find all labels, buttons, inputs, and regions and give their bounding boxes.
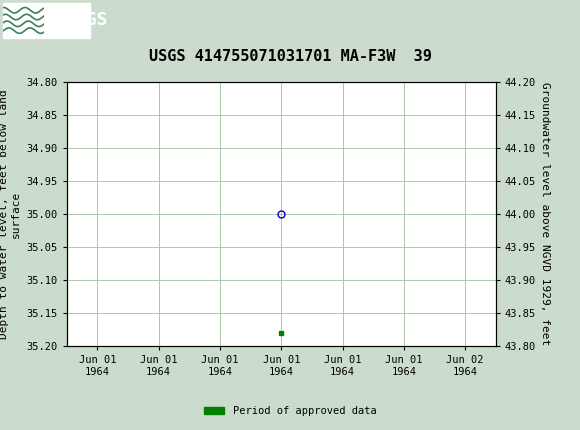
Legend: Period of approved data: Period of approved data xyxy=(200,402,380,421)
Bar xyxy=(3,3,90,37)
Y-axis label: Groundwater level above NGVD 1929, feet: Groundwater level above NGVD 1929, feet xyxy=(540,82,550,346)
Text: USGS: USGS xyxy=(64,11,107,29)
Y-axis label: Depth to water level, feet below land
surface: Depth to water level, feet below land su… xyxy=(0,89,21,339)
Text: USGS 414755071031701 MA-F3W  39: USGS 414755071031701 MA-F3W 39 xyxy=(148,49,432,64)
